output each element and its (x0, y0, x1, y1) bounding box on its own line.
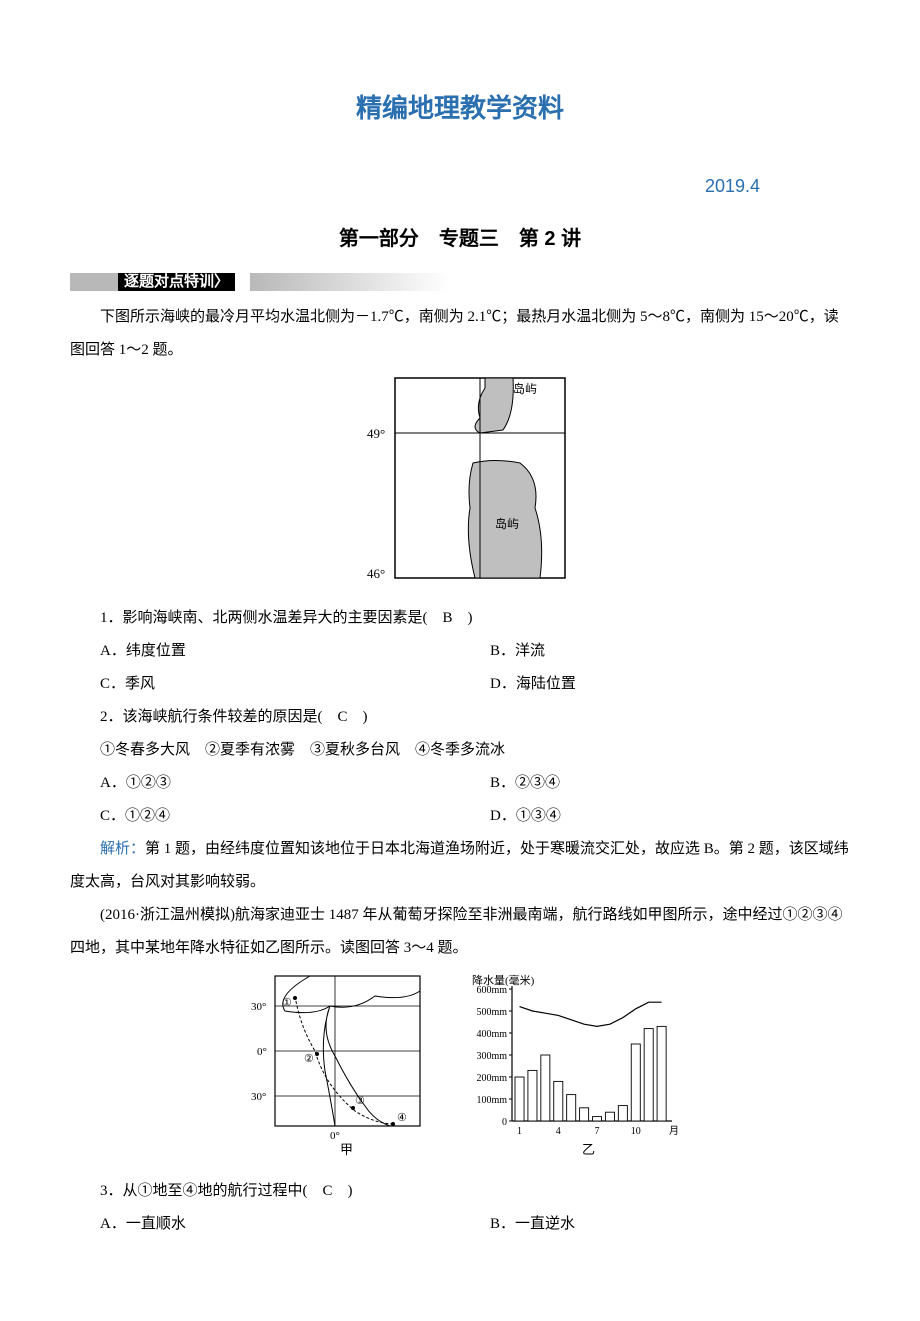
main-title: 精编地理教学资料 (70, 80, 850, 137)
chart-caption: 乙 (582, 1142, 595, 1156)
q3-opts-row1: A．一直顺水 B．一直逆水 (70, 1208, 850, 1241)
island-s: 岛屿 (495, 516, 519, 531)
svg-text:400mm: 400mm (476, 1029, 507, 1040)
section-title: 第一部分 专题三 第 2 讲 (70, 217, 850, 261)
analysis-text: 第 1 题，由经纬度位置知该地位于日本北海道渔场附近，处于寒暖流交汇处，故应选 … (70, 841, 849, 890)
q2-opt-c: C．①②④ (70, 800, 460, 833)
q1-opt-d: D．海陆位置 (460, 668, 850, 701)
q1-opt-c: C．季风 (70, 668, 460, 701)
lat-46: 46° (367, 566, 385, 581)
map-lat-top: 30° (251, 1001, 266, 1013)
doc-date: 2019.4 (70, 167, 760, 207)
lon-142: 142°E (465, 580, 498, 583)
banner-black: 逐题对点特训〉 (118, 273, 235, 291)
lat-49: 49° (367, 426, 385, 441)
q2-opts-row1: A．①②③ B．②③④ (70, 767, 850, 800)
svg-text:100mm: 100mm (476, 1095, 507, 1106)
diagram-2: ① ② ③ ④ 30° 0° 30° 0° 甲 降水量(毫米) 600mm500… (70, 971, 850, 1169)
q2-stem: 2．该海峡航行条件较差的原因是( C ) (70, 701, 850, 734)
banner-fade (250, 273, 450, 291)
svg-text:1: 1 (517, 1126, 522, 1137)
diagram-1: 49° 46° 142°E 岛屿 岛屿 (70, 373, 850, 596)
pt2: ② (304, 1053, 314, 1065)
svg-text:10: 10 (631, 1126, 641, 1137)
map-caption: 甲 (340, 1142, 353, 1156)
strait-map-svg: 49° 46° 142°E 岛屿 岛屿 (345, 373, 575, 583)
q1-opt-a: A．纬度位置 (70, 635, 460, 668)
q1-opts-row2: C．季风 D．海陆位置 (70, 668, 850, 701)
svg-text:500mm: 500mm (476, 1007, 507, 1018)
q1-opt-b: B．洋流 (460, 635, 850, 668)
svg-text:600mm: 600mm (476, 985, 507, 996)
intro-2: (2016·浙江温州模拟)航海家迪亚士 1487 年从葡萄牙探险至非洲最南端，航… (70, 899, 850, 965)
combo-svg: ① ② ③ ④ 30° 0° 30° 0° 甲 降水量(毫米) 600mm500… (240, 971, 680, 1156)
analysis-1: 解析：第 1 题，由经纬度位置知该地位于日本北海道渔场附近，处于寒暖流交汇处，故… (70, 833, 850, 899)
svg-text:7: 7 (595, 1126, 600, 1137)
q3-opt-b: B．一直逆水 (460, 1208, 850, 1241)
map-lat-bot: 30° (251, 1091, 266, 1103)
q2-opt-d: D．①③④ (460, 800, 850, 833)
q2-conds: ①冬春多大风 ②夏季有浓雾 ③夏秋多台风 ④冬季多流冰 (70, 734, 850, 767)
svg-text:200mm: 200mm (476, 1073, 507, 1084)
pt4: ④ (397, 1112, 407, 1124)
banner-gray (70, 273, 118, 291)
q3-stem: 3．从①地至④地的航行过程中( C ) (70, 1175, 850, 1208)
q1-opts-row1: A．纬度位置 B．洋流 (70, 635, 850, 668)
q1-stem: 1．影响海峡南、北两侧水温差异大的主要因素是( B ) (70, 602, 850, 635)
intro-1: 下图所示海峡的最冷月平均水温北侧为－1.7℃，南侧为 2.1℃；最热月水温北侧为… (70, 301, 850, 367)
pt3: ③ (355, 1095, 365, 1107)
banner: 逐题对点特训〉 (70, 269, 850, 295)
q2-opts-row2: C．①②④ D．①③④ (70, 800, 850, 833)
q2-opt-a: A．①②③ (70, 767, 460, 800)
island-n: 岛屿 (513, 381, 537, 396)
svg-text:月: 月 (669, 1125, 679, 1137)
svg-text:300mm: 300mm (476, 1051, 507, 1062)
q2-opt-b: B．②③④ (460, 767, 850, 800)
svg-text:0: 0 (502, 1117, 507, 1128)
map-lat-mid: 0° (257, 1046, 267, 1058)
map-lon: 0° (330, 1130, 340, 1142)
analysis-label: 解析： (100, 841, 145, 857)
svg-text:4: 4 (556, 1126, 561, 1137)
banner-text: 逐题对点特训 (124, 273, 214, 290)
q3-opt-a: A．一直顺水 (70, 1208, 460, 1241)
pt1: ① (282, 997, 292, 1009)
